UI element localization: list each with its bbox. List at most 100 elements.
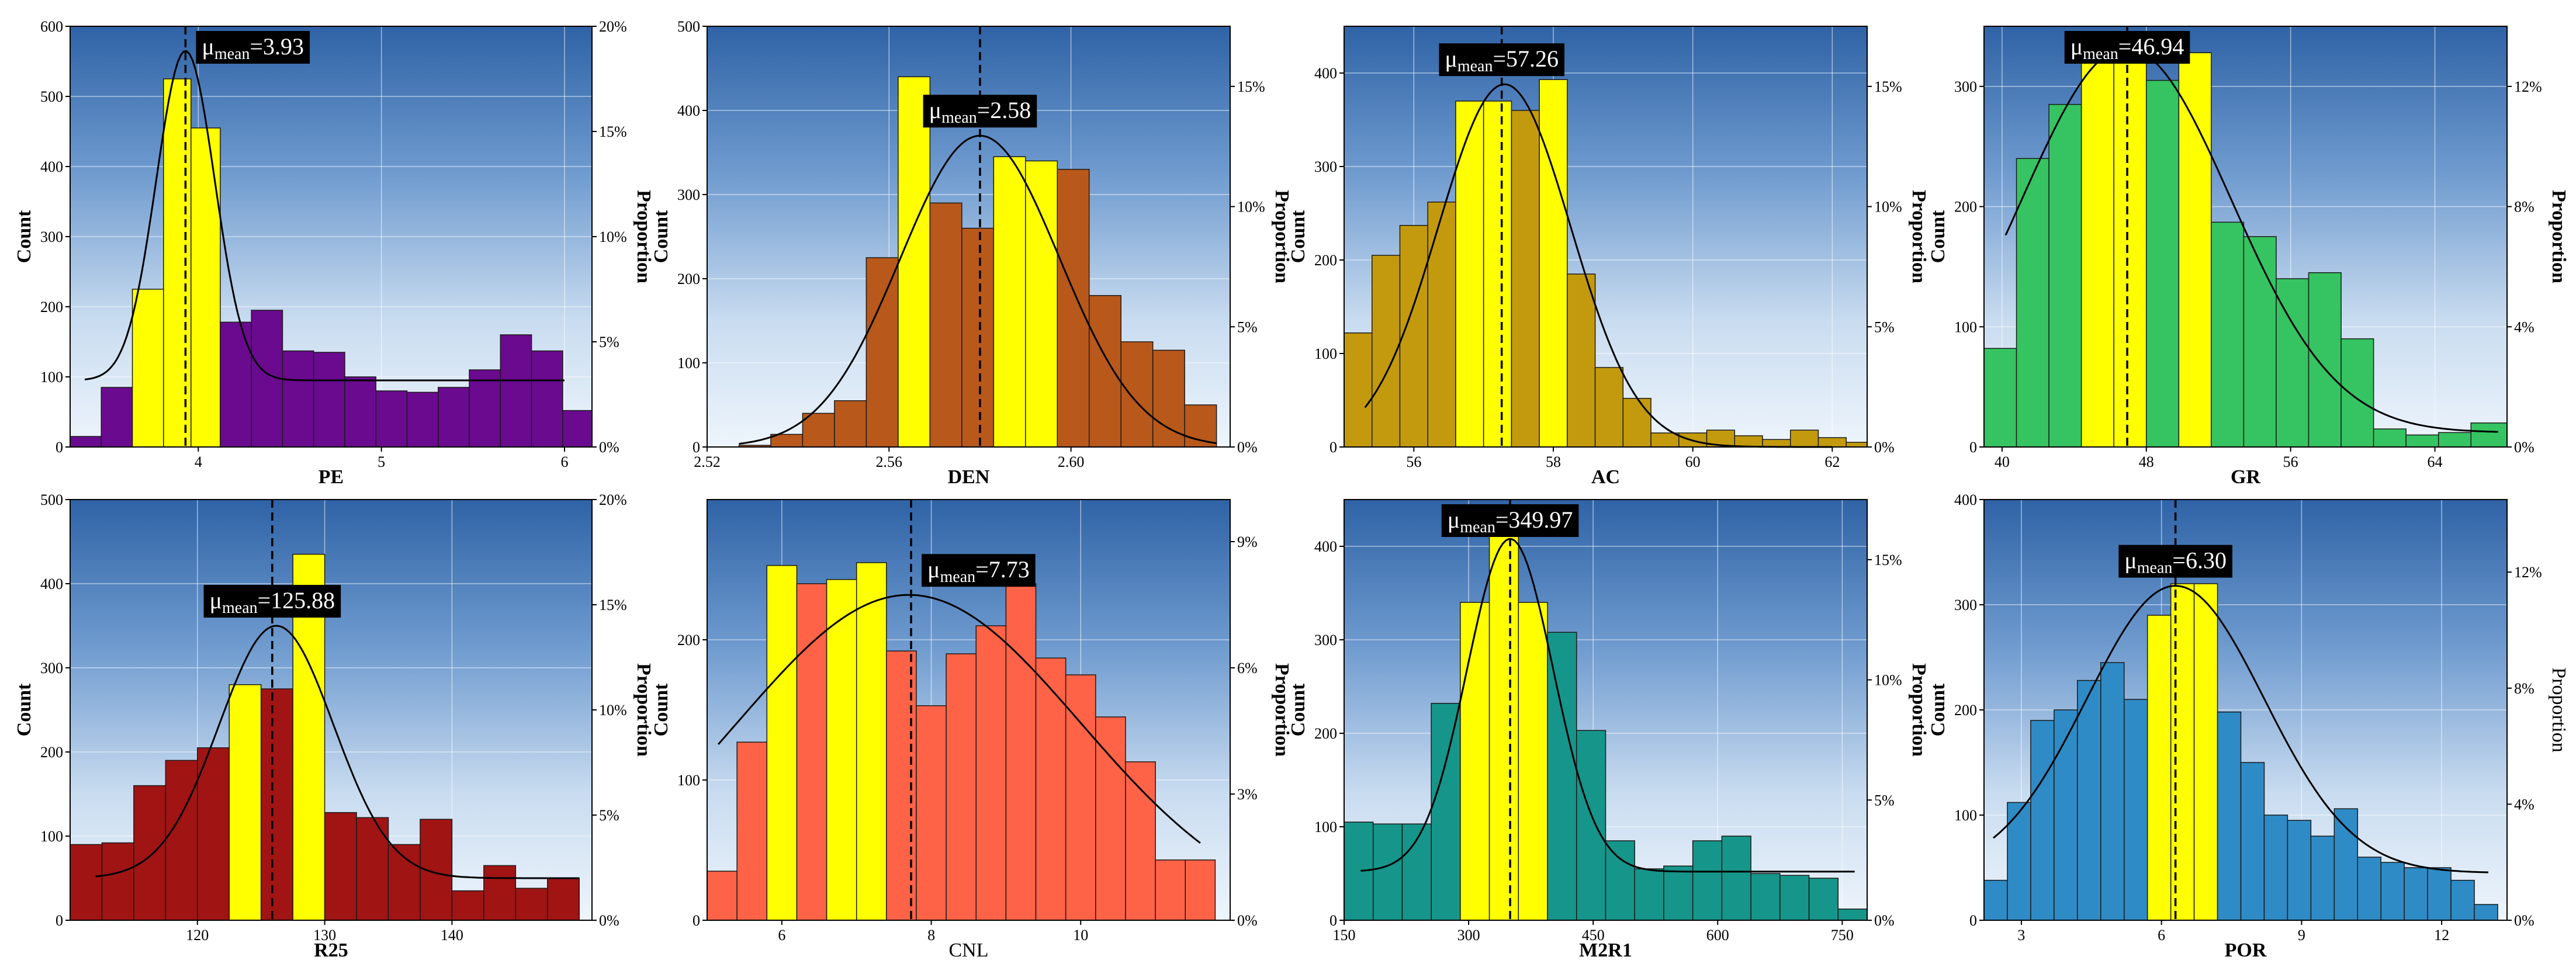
y-tick-label: 0	[1329, 912, 1337, 929]
histogram-bar	[1371, 255, 1401, 448]
y-tick-label: 0	[1329, 439, 1337, 456]
y-tick-label: 200	[1314, 725, 1337, 742]
y-axis-label-left: Count	[1287, 683, 1309, 736]
histogram-bar	[2146, 79, 2180, 448]
x-tick-label: 750	[1831, 927, 1854, 944]
mean-value: =46.94	[2118, 33, 2184, 60]
histogram-bar	[260, 688, 293, 921]
panel-den: 0 100 200 300 400 500 0% 5% 10% 15% 2.52 2.56 2.60 DE…	[650, 18, 1293, 488]
proportion-tick-label: 12%	[2514, 564, 2542, 581]
y-tick-label: 200	[677, 271, 700, 287]
proportion-tick-label: 0%	[1874, 912, 1895, 929]
histogram-bar	[2211, 221, 2245, 448]
histogram-bar	[469, 369, 501, 448]
y-axis-label-right: Proportion	[2548, 190, 2570, 283]
x-tick-label: 5	[378, 453, 385, 470]
y-tick-label: 300	[40, 660, 63, 677]
y-axis-label-right: Proportion	[1271, 190, 1293, 283]
x-tick-label: 40	[1995, 453, 2010, 470]
histogram-bar	[197, 747, 230, 921]
histogram-bar-highlight	[2193, 583, 2218, 921]
histogram-bar	[1762, 439, 1791, 448]
histogram-bar-highlight	[2170, 583, 2195, 921]
histogram-bar	[1344, 332, 1373, 448]
x-axis-label: AC	[1591, 466, 1620, 488]
y-axis-label-left: Count	[13, 210, 35, 263]
histogram-bar	[2474, 904, 2498, 921]
histogram-bar	[375, 390, 408, 448]
proportion-tick-label: 10%	[1874, 199, 1902, 216]
histogram-bar	[1088, 295, 1121, 448]
x-tick-label: 120	[186, 927, 209, 944]
x-tick-label: 62	[1824, 453, 1840, 470]
y-tick-label: 400	[40, 576, 63, 592]
mean-value: =349.97	[1495, 507, 1573, 533]
histogram-bar	[562, 410, 593, 448]
histogram-bar-highlight	[1455, 100, 1484, 448]
proportion-tick-label: 20%	[599, 491, 627, 508]
histogram-bar	[2077, 680, 2101, 921]
mean-annotation-text: μmean=7.73	[927, 556, 1030, 586]
histogram-bar	[1427, 202, 1456, 448]
histogram-bar	[2340, 338, 2374, 448]
mean-symbol: μ	[927, 556, 940, 583]
histogram-bar	[1576, 730, 1606, 921]
histogram-bar	[736, 741, 768, 921]
histogram-bar	[1650, 432, 1680, 448]
y-tick-label: 600	[40, 18, 63, 35]
histogram-bar	[1431, 703, 1461, 921]
mean-subscript: mean	[940, 568, 976, 586]
mean-annotation: μmean=7.73	[922, 554, 1036, 587]
proportion-tick-label: 0%	[1874, 439, 1895, 456]
y-axis-label-right: Proportion	[633, 190, 655, 283]
y-tick-label: 0	[693, 439, 700, 456]
x-axis-label: GR	[2231, 466, 2260, 488]
histogram-bar	[1634, 868, 1664, 921]
x-tick-label: 48	[2139, 453, 2154, 470]
x-tick-label: 12	[2434, 927, 2449, 944]
y-tick-label: 100	[40, 369, 63, 386]
mean-annotation: μmean=57.26	[1439, 43, 1565, 77]
histogram-bar-highlight	[191, 127, 221, 448]
proportion-tick-label: 0%	[599, 912, 619, 929]
histogram-bar	[1983, 348, 2017, 448]
histogram-bar	[2100, 662, 2125, 921]
proportion-tick-label: 10%	[599, 702, 627, 719]
histogram-bar	[2287, 820, 2312, 921]
histogram-bar	[1152, 349, 1185, 448]
proportion-tick-label: 5%	[599, 807, 619, 824]
histogram-bar-highlight	[1025, 160, 1058, 448]
y-axis-label-left: Count	[650, 683, 672, 736]
x-axis-label: PE	[318, 466, 344, 488]
histogram-bar	[1663, 865, 1694, 921]
y-tick-label: 300	[1954, 78, 1977, 95]
histogram-bar	[2405, 434, 2439, 448]
density-curve	[1993, 585, 2489, 874]
y-axis-label-left: Count	[650, 210, 672, 263]
proportion-tick-label: 15%	[1874, 78, 1902, 95]
histogram-bar	[2470, 422, 2508, 448]
y-tick-label: 0	[693, 912, 700, 929]
proportion-tick-label: 10%	[599, 228, 627, 245]
proportion-tick-label: 0%	[2514, 439, 2535, 456]
mean-value: =6.30	[2172, 547, 2227, 574]
histogram-bar	[2333, 808, 2359, 921]
mean-annotation: μmean=3.93	[196, 31, 310, 64]
proportion-tick-label: 10%	[1874, 672, 1902, 689]
histogram-bar	[2427, 867, 2452, 921]
y-tick-label: 500	[40, 88, 63, 105]
mean-annotation: μmean=2.58	[923, 95, 1037, 128]
histogram-bar	[2048, 103, 2082, 448]
histogram-bar	[165, 760, 198, 921]
histogram-bar	[2217, 711, 2242, 921]
histogram-bar-highlight	[1518, 602, 1548, 921]
mean-annotation-box	[922, 554, 1036, 587]
histogram-bar-highlight	[2080, 56, 2114, 448]
mean-subscript: mean	[222, 599, 258, 617]
histogram-bar-highlight	[1488, 532, 1519, 921]
histogram-bar	[70, 436, 102, 448]
y-axis-label-left: Count	[13, 683, 35, 736]
histogram-bar	[1344, 822, 1374, 921]
histogram-bar	[101, 387, 133, 448]
histogram-bar-highlight	[766, 565, 798, 921]
